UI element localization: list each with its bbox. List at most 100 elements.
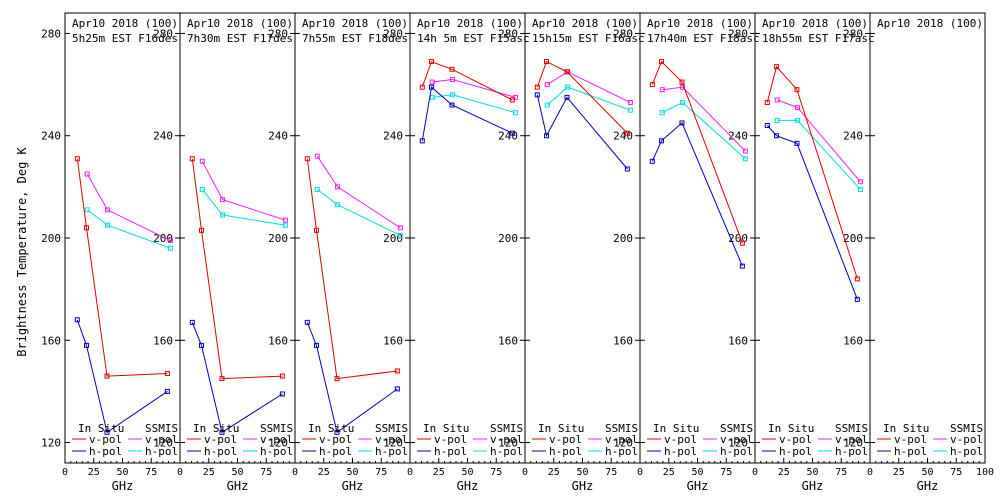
insitu-v-pol-point <box>854 276 860 282</box>
insitu-h-pol-point <box>544 133 550 139</box>
legend-insitu-heading: In Situ <box>308 422 354 435</box>
insitu-h-pol-point <box>534 92 540 98</box>
insitu-v-pol-point <box>199 227 205 233</box>
y-tick-label: 120 <box>498 437 518 450</box>
insitu-h-pol-line <box>306 322 398 434</box>
x-tick-label: 75 <box>490 467 502 478</box>
ssmis-h-pol-point <box>105 222 111 228</box>
insitu-h-pol-line <box>191 322 283 434</box>
insitu-v-pol-point <box>649 82 655 88</box>
insitu-h-pol-line <box>536 94 628 170</box>
legend-ssmis-v-label: v-pol <box>720 433 753 446</box>
insitu-v-pol-point <box>449 66 455 72</box>
x-tick-label: 25 <box>88 467 100 478</box>
panel-title-date: Apr10 2018 (100) <box>187 17 293 30</box>
ssmis-v-pol-point <box>544 82 550 88</box>
y-tick-label-left: 240 <box>41 130 61 143</box>
panel-3: Apr10 2018 (100) 7h55m EST F18des 120 160 20… <box>292 12 411 493</box>
legend-ssmis-heading: SSMIS <box>490 422 523 435</box>
x-tick-label: 25 <box>318 467 330 478</box>
legend-insitu-v-label: v-pol <box>664 433 697 446</box>
ssmis-h-pol-point <box>84 207 90 213</box>
ssmis-v-pol-point <box>397 225 403 231</box>
legend-ssmis-heading: SSMIS <box>260 422 293 435</box>
y-tick-label: 240 <box>728 130 748 143</box>
ssmis-v-pol-line <box>662 86 746 152</box>
x-tick-label: 75 <box>950 467 962 478</box>
x-tick-label: 50 <box>346 467 358 478</box>
y-tick-label: 200 <box>613 232 633 245</box>
panel-title-orbit: 7h55m EST F18des <box>302 32 408 45</box>
y-tick-label: 280 <box>843 27 863 40</box>
ssmis-h-pol-line <box>316 189 401 236</box>
ssmis-v-pol-line <box>316 155 401 229</box>
y-tick-label: 120 <box>613 437 633 450</box>
insitu-v-pol-point <box>334 376 340 382</box>
panel-title-date: Apr10 2018 (100) <box>72 17 178 30</box>
y-tick-label: 200 <box>728 232 748 245</box>
legend-insitu-h-label: h-pol <box>549 445 582 458</box>
ssmis-v-pol-point <box>314 153 320 159</box>
x-tick-label: 75 <box>605 467 617 478</box>
ssmis-v-pol-point <box>105 207 111 213</box>
ssmis-h-pol-point <box>199 186 205 192</box>
ssmis-h-pol-line <box>201 189 286 226</box>
x-axis-label: GHz <box>227 479 249 493</box>
y-axis-label: Brightness Temperature, Deg K <box>15 146 29 356</box>
x-tick-label: 50 <box>691 467 703 478</box>
y-tick-label-left: 120 <box>41 437 61 450</box>
insitu-v-pol-point <box>774 64 780 70</box>
x-tick-label: 75 <box>375 467 387 478</box>
ssmis-h-pol-point <box>680 99 686 105</box>
x-axis-label: GHz <box>802 479 824 493</box>
x-tick-label: 25 <box>203 467 215 478</box>
y-tick-label: 280 <box>383 27 403 40</box>
ssmis-h-pol-point <box>429 94 435 100</box>
legend-ssmis-heading: SSMIS <box>375 422 408 435</box>
insitu-v-pol-line <box>421 60 513 101</box>
legend-ssmis-heading: SSMIS <box>950 422 983 435</box>
y-tick-label: 120 <box>383 437 403 450</box>
legend-insitu-heading: In Situ <box>193 422 239 435</box>
insitu-v-pol-point <box>564 69 570 75</box>
legend-ssmis-v-label: v-pol <box>145 433 178 446</box>
ssmis-h-pol-point <box>857 186 863 192</box>
x-tick-label: 100 <box>976 467 994 478</box>
ssmis-h-pol-line <box>777 119 861 190</box>
panel-title-date: Apr10 2018 (100) <box>532 17 638 30</box>
panel-title-orbit: 15h15m EST F16asc <box>532 32 645 45</box>
panel-2: Apr10 2018 (100) 7h30m EST F17des 120 160 20… <box>177 12 296 493</box>
ssmis-h-pol-point <box>544 102 550 108</box>
x-axis-label: GHz <box>572 479 594 493</box>
insitu-h-pol-point <box>164 388 170 394</box>
y-tick-label: 160 <box>843 334 863 347</box>
legend-insitu-v-label: v-pol <box>204 433 237 446</box>
legend-insitu-h-label: h-pol <box>894 445 927 458</box>
y-tick-label-left: 280 <box>41 27 61 40</box>
insitu-h-pol-point <box>74 317 80 323</box>
panels-layer: Apr10 2018 (100) 5h25m EST F16des 120 160 20… <box>41 12 994 493</box>
insitu-h-pol-point <box>314 342 320 348</box>
insitu-v-pol-line <box>306 158 398 380</box>
ssmis-h-pol-line <box>662 101 746 160</box>
insitu-v-pol-line <box>191 158 283 380</box>
insitu-v-pol-point <box>659 59 665 65</box>
y-tick-label: 160 <box>498 334 518 347</box>
legend-insitu-h-label: h-pol <box>434 445 467 458</box>
ssmis-v-pol-point <box>680 84 686 90</box>
ssmis-h-pol-point <box>795 117 801 123</box>
panel-7: Apr10 2018 (100) 18h55m EST F17asc 120 160 2… <box>752 12 875 493</box>
ssmis-v-pol-point <box>282 217 288 223</box>
panel-title-date: Apr10 2018 (100) <box>302 17 408 30</box>
x-tick-label: 50 <box>461 467 473 478</box>
insitu-h-pol-point <box>659 138 665 144</box>
insitu-h-pol-point <box>624 166 630 172</box>
x-tick-label: 0 <box>752 467 758 478</box>
ssmis-v-pol-line <box>86 173 171 242</box>
legend-insitu-v-label: v-pol <box>319 433 352 446</box>
